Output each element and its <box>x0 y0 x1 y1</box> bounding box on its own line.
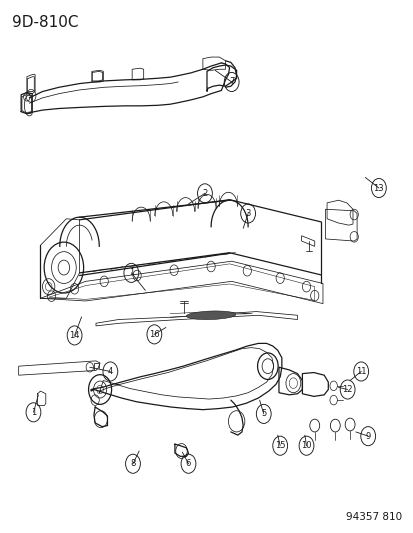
Text: 1: 1 <box>31 408 36 417</box>
Text: 14: 14 <box>69 331 80 340</box>
Text: 16: 16 <box>149 330 159 339</box>
Text: 1: 1 <box>128 268 134 277</box>
Text: 11: 11 <box>355 367 366 376</box>
Text: 15: 15 <box>274 441 285 450</box>
Text: 9: 9 <box>365 432 370 441</box>
Text: 5: 5 <box>261 409 266 418</box>
Text: 2: 2 <box>202 189 207 198</box>
Text: 4: 4 <box>107 367 113 376</box>
Text: 10: 10 <box>301 441 311 450</box>
Text: 7: 7 <box>228 77 234 86</box>
Text: 94357 810: 94357 810 <box>345 512 401 522</box>
Text: 3: 3 <box>245 209 250 218</box>
Ellipse shape <box>186 311 235 320</box>
Text: 12: 12 <box>342 385 352 394</box>
Text: 6: 6 <box>185 459 191 469</box>
Text: 9D-810C: 9D-810C <box>12 14 78 30</box>
Text: 13: 13 <box>373 183 383 192</box>
Text: 8: 8 <box>130 459 135 469</box>
